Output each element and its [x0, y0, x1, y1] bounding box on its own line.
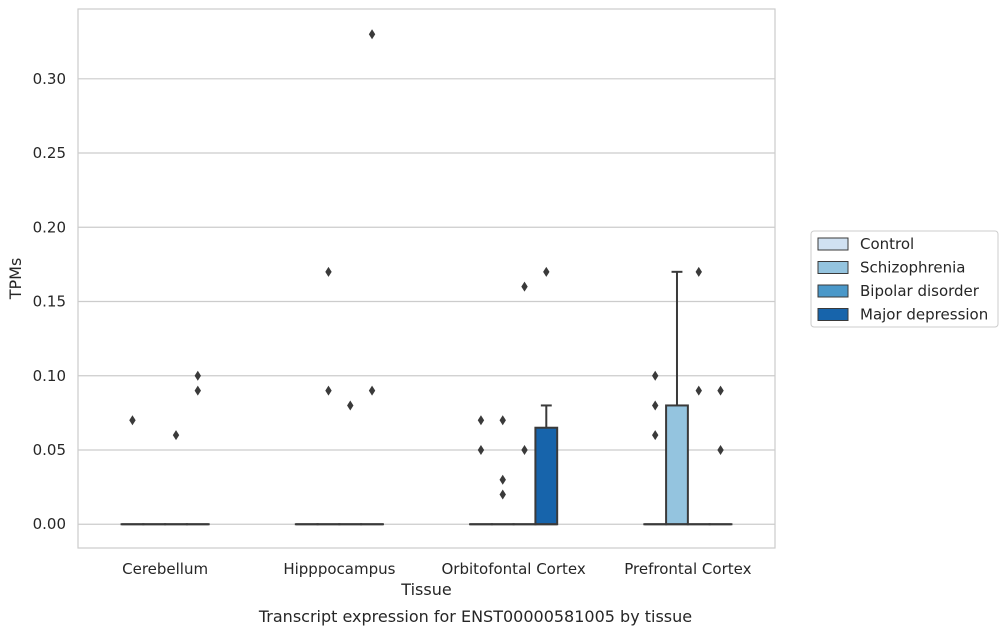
legend-swatch	[817, 237, 849, 251]
x-tick-label: Prefrontal Cortex	[624, 560, 751, 578]
box-group	[338, 400, 363, 526]
legend-swatch	[817, 261, 849, 274]
y-tick-label: 0.05	[33, 441, 66, 459]
outlier-point	[695, 385, 702, 396]
outlier-point	[368, 29, 376, 40]
outlier-point	[499, 415, 506, 426]
box-group	[316, 266, 341, 526]
outlier-point	[477, 445, 485, 455]
y-tick-label: 0.10	[33, 367, 66, 385]
outlier-point	[652, 370, 659, 381]
legend-label: Control	[860, 235, 914, 253]
box	[534, 426, 559, 526]
legend-swatch	[817, 308, 849, 321]
outlier-point	[652, 430, 659, 441]
outlier-point	[543, 266, 550, 277]
x-axis-label: Tissue	[400, 580, 451, 599]
plot-frame	[77, 8, 776, 549]
outlier-point	[325, 266, 332, 277]
outlier-point	[652, 400, 659, 411]
x-tick-label: Cerebellum	[122, 560, 208, 578]
x-tick-label: Hipppocampus	[283, 560, 395, 578]
box-group	[665, 270, 689, 526]
box-group	[360, 29, 384, 526]
box-group	[469, 415, 493, 526]
outlier-point	[717, 445, 724, 455]
outlier-point	[499, 474, 506, 485]
box-group	[686, 266, 711, 526]
box-group	[643, 370, 668, 526]
box-group	[164, 430, 188, 526]
outlier-point	[172, 430, 180, 441]
outlier-point	[194, 385, 201, 396]
legend-label: Bipolar disorder	[860, 282, 980, 300]
box-group	[120, 415, 145, 526]
legend: Control Schizophrenia Bipolar disorder Majo…	[810, 230, 999, 328]
outlier-point	[477, 415, 485, 426]
y-tick-label: 0.15	[33, 293, 66, 311]
legend-swatch	[817, 284, 849, 298]
box-group	[512, 281, 537, 526]
outlier-point	[194, 370, 201, 381]
box	[665, 404, 689, 526]
y-axis-label: TPMs	[6, 258, 25, 301]
y-tick-label: 0.30	[33, 70, 66, 88]
box-group	[534, 266, 559, 526]
outlier-point	[499, 489, 506, 500]
box-group	[490, 415, 515, 526]
box-group	[185, 370, 210, 526]
legend-frame	[810, 230, 999, 328]
legend-label: Schizophrenia	[860, 259, 965, 277]
legend-label: Major depression	[860, 306, 988, 324]
outlier-point	[368, 385, 376, 396]
chart-caption: Transcript expression for ENST0000058100…	[258, 607, 692, 626]
y-tick-label: 0.20	[33, 218, 66, 236]
outlier-point	[695, 266, 702, 277]
boxes	[120, 29, 733, 526]
outlier-point	[717, 385, 724, 396]
gridlines	[78, 78, 775, 525]
outlier-point	[347, 400, 354, 411]
outlier-point	[129, 415, 136, 426]
outlier-point	[521, 445, 528, 455]
outlier-point	[325, 385, 332, 396]
x-tick-label: Orbitofontal Cortex	[442, 560, 586, 578]
y-axis-ticks: 0.00 0.05 0.10 0.15 0.20 0.25 0.30	[33, 70, 66, 533]
box-group	[708, 385, 733, 526]
y-tick-label: 0.25	[33, 144, 66, 162]
outlier-point	[521, 281, 528, 292]
y-tick-label: 0.00	[33, 515, 66, 533]
x-axis-ticks: Cerebellum Hipppocampus Orbitofontal Corte…	[122, 560, 751, 578]
